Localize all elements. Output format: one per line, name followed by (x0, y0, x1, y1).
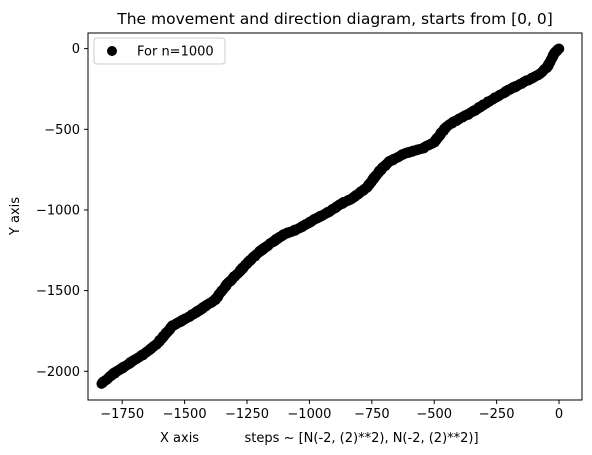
x-tick-label: 0 (555, 407, 563, 422)
chart-title: The movement and direction diagram, star… (116, 10, 553, 28)
x-tick-label: −1750 (100, 407, 144, 422)
axes-frame (87, 32, 583, 401)
x-axis-ticks: −1750 −1500 −1250 −1000 −750 −500 −250 0 (100, 400, 563, 422)
y-tick-label: −1000 (36, 203, 80, 218)
points-layer (96, 43, 565, 389)
x-tick-label: −750 (354, 407, 390, 422)
x-tick-label: −500 (416, 407, 452, 422)
y-axis-ticks: 0 −500 −1000 −1500 −2000 (36, 42, 88, 380)
y-tick-label: −1500 (36, 284, 80, 299)
legend: For n=1000 (93, 37, 226, 65)
y-axis-label: Y axis (8, 197, 23, 236)
x-tick-label: −1500 (163, 407, 207, 422)
plot-area (96, 43, 565, 389)
legend-box (93, 37, 226, 65)
x-axis-label: X axis steps ~ [N(-2, (2)**2), N(-2, (2)… (160, 431, 479, 446)
x-tick-label: −1250 (225, 407, 269, 422)
legend-label: For n=1000 (137, 45, 214, 60)
scatter-point (96, 378, 107, 389)
y-tick-label: −500 (44, 123, 80, 138)
y-tick-label: 0 (72, 42, 80, 57)
legend-marker (107, 46, 117, 56)
y-tick-label: −2000 (36, 365, 80, 380)
x-tick-label: −250 (479, 407, 515, 422)
x-tick-label: −1000 (287, 407, 331, 422)
